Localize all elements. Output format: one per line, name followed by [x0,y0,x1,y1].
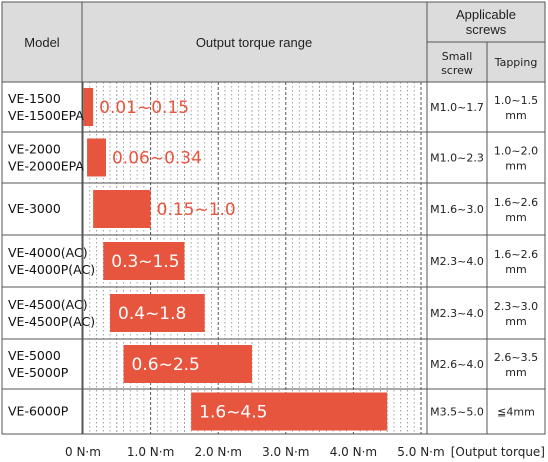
torque-bar-label: 0.6~2.5 [132,355,200,375]
header-model-bg [2,2,82,82]
model-name: VE-4500(AC) [8,297,88,312]
torque-bar-label: 1.6~4.5 [199,403,267,423]
tapping-value: 1.6~2.6 [494,248,538,261]
header-applicable-line2: screws [466,22,507,37]
header-output-torque-range: Output torque range [196,35,312,50]
torque-bar [191,392,388,431]
row-texts: VE-1500 VE-1500EPA M1.0~1.7 1.0~1.5 mm VE-200… [8,91,538,419]
torque-bar [87,138,106,177]
header-small-screw-line1: Small [442,50,473,63]
model-name: VE-2000EPA [8,159,84,174]
small-screw-value: M3.5~5.0 [430,406,484,419]
x-tick-label: 4.0 N·m [330,445,377,459]
tapping-value: 1.0~1.5 [494,94,538,107]
header-range-bg [82,2,427,82]
small-screw-value: M1.0~1.7 [430,101,484,114]
tapping-value: 2.6~3.5 [494,351,538,364]
header-small-screw-line2: screw [441,64,473,77]
x-tick-label: 5.0 N·m [397,445,444,459]
torque-bar-label: 0.01~0.15 [99,98,189,118]
model-name: VE-5000P [8,365,69,380]
x-axis-label: [Output torque] [451,445,545,459]
header-applicable-line1: Applicable [456,7,516,22]
tapping-value: 1.6~2.6 [494,196,538,209]
tapping-value: mm [505,211,526,224]
small-screw-value: M1.0~2.3 [430,152,484,165]
torque-bar [83,88,94,126]
header-model: Model [24,35,60,50]
row-borders [2,81,545,390]
torque-bar-label: 0.15~1.0 [157,200,236,220]
torque-bar [123,345,252,383]
model-name: VE-4500P(AC) [8,314,95,329]
model-name: VE-5000 [8,348,61,363]
small-screw-value: M1.6~3.0 [430,203,484,216]
tapping-value: mm [505,160,526,173]
model-name: VE-4000(AC) [8,245,88,260]
x-tick-label: 0 N·m [65,445,101,459]
tapping-value: 1.0~2.0 [494,145,538,158]
table-borders [1,1,546,435]
model-name: VE-6000P [8,404,69,419]
small-screw-value: M2.3~4.0 [430,255,484,268]
torque-bar [103,242,185,280]
torque-bar [93,190,151,228]
small-screw-value: M2.3~4.0 [430,307,484,320]
header-tapping: Tapping [494,56,538,69]
tapping-value: mm [505,366,526,379]
torque-bar-label: 0.3~1.5 [111,252,179,272]
tapping-value: 2.3~3.0 [494,300,538,313]
small-screw-value: M2.6~4.0 [430,358,484,371]
bars-layer: 0.01~0.15 0.06~0.34 0.15~1.0 0.3~1.5 0.4~1.8… [83,88,388,431]
model-name: VE-1500EPA [8,108,84,123]
torque-bar-label: 0.4~1.8 [118,304,186,324]
model-name: VE-3000 [8,201,61,216]
x-tick-label: 2.0 N·m [195,445,242,459]
x-tick-label: 1.0 N·m [127,445,174,459]
tapping-value: ≦4mm [497,406,535,419]
x-tick-label: 3.0 N·m [262,445,309,459]
model-name: VE-4000P(AC) [8,262,95,277]
torque-bar-label: 0.06~0.34 [112,149,202,169]
x-axis-ticks: 0 N·m 1.0 N·m 2.0 N·m 3.0 N·m 4.0 N·m 5.0 N·m [65,445,445,459]
tapping-value: mm [505,315,526,328]
tapping-value: mm [505,109,526,122]
tapping-value: mm [505,263,526,276]
torque-bar [110,294,205,332]
model-name: VE-2000 [8,142,61,157]
model-name: VE-1500 [8,91,61,106]
